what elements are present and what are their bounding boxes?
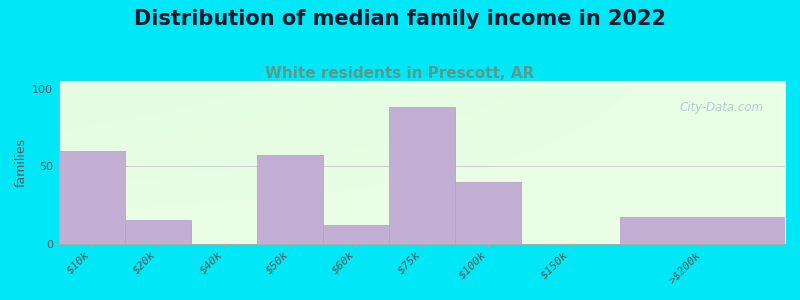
Bar [257, 155, 323, 244]
Bar [389, 107, 455, 244]
Bar [323, 225, 389, 244]
Bar [125, 220, 190, 244]
Y-axis label: families: families [15, 138, 28, 187]
Text: Distribution of median family income in 2022: Distribution of median family income in … [134, 9, 666, 29]
Bar [58, 151, 125, 244]
Bar [455, 182, 521, 244]
Text: City-Data.com: City-Data.com [679, 100, 763, 113]
Text: White residents in Prescott, AR: White residents in Prescott, AR [266, 66, 534, 81]
Bar [620, 218, 785, 244]
